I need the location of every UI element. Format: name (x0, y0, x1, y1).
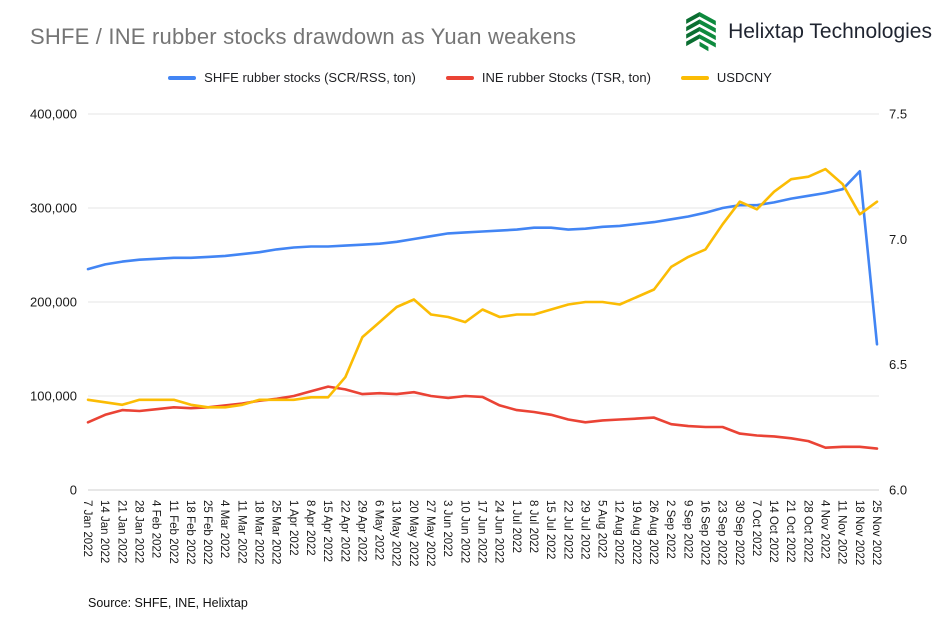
right-axis-tick-label: 6.5 (889, 357, 907, 372)
x-axis-label: 15 Jul 2022 (544, 500, 556, 559)
legend-label-2: USDCNY (716, 70, 772, 85)
x-axis-label: 23 Sep 2022 (716, 500, 728, 565)
legend-label-1: INE rubber Stocks (TSR, ton) (481, 70, 651, 85)
x-axis-label: 30 Sep 2022 (733, 500, 745, 565)
x-axis-label: 12 Aug 2022 (613, 500, 625, 565)
gridlines (88, 113, 879, 491)
x-axis-label: 25 Feb 2022 (201, 500, 213, 565)
x-axis-label: 26 Aug 2022 (647, 500, 659, 565)
x-axis-label: 11 Nov 2022 (836, 500, 848, 564)
x-axis-label: 4 Feb 2022 (150, 500, 162, 558)
x-axis-label: 22 Jul 2022 (561, 500, 573, 559)
x-axis-label: 2 Sep 2022 (664, 500, 676, 559)
legend-item-2: USDCNY (680, 70, 772, 85)
x-axis-label: 14 Oct 2022 (767, 500, 779, 563)
x-axis-label: 18 Feb 2022 (184, 500, 196, 565)
axis-labels: 0 100,000 200,000 300,000 400,000 6.0 6.5 7.0 7.… (30, 107, 907, 567)
x-axis-label: 20 May 2022 (407, 500, 419, 567)
brand-lockup: Helixtap Technologies (683, 12, 932, 52)
legend-marker-1 (445, 75, 474, 80)
legend-item-0: SHFE rubber stocks (SCR/RSS, ton) (168, 70, 416, 85)
x-axis-label: 4 Mar 2022 (218, 500, 230, 558)
right-axis-tick-label: 6.0 (889, 483, 907, 498)
left-axis-tick-label: 200,000 (30, 295, 77, 310)
x-axis-label: 19 Aug 2022 (630, 500, 642, 565)
right-axis-tick-label: 7.5 (889, 107, 907, 122)
x-axis-label: 7 Oct 2022 (750, 500, 762, 556)
x-axis-label: 5 Aug 2022 (596, 500, 608, 558)
x-axis-label: 3 Jun 2022 (441, 500, 453, 557)
x-axis-label: 25 Nov 2022 (870, 500, 882, 565)
x-axis-label: 29 Apr 2022 (355, 500, 367, 562)
x-axis-label: 18 Mar 2022 (253, 500, 265, 565)
brand-name: Helixtap Technologies (728, 20, 932, 43)
x-axis-label: 21 Jan 2022 (115, 500, 127, 563)
x-axis-label: 9 Sep 2022 (681, 500, 693, 559)
x-axis-label: 22 Apr 2022 (338, 500, 350, 562)
chart-legend: SHFE rubber stocks (SCR/RSS, ton) INE rub… (0, 70, 940, 85)
x-axis-label: 28 Oct 2022 (801, 500, 813, 563)
x-axis-label: 11 Feb 2022 (167, 500, 179, 564)
legend-marker-0 (168, 75, 197, 80)
x-axis-label: 28 Jan 2022 (132, 500, 144, 563)
x-axis-label: 11 Mar 2022 (235, 500, 247, 564)
x-axis-label: 13 May 2022 (390, 500, 402, 567)
left-axis-tick-label: 300,000 (30, 201, 77, 216)
x-axis-label: 25 Mar 2022 (270, 500, 282, 565)
helixtap-logo-icon (683, 12, 719, 52)
x-axis-label: 10 Jun 2022 (458, 500, 470, 563)
left-axis-tick-label: 100,000 (30, 389, 77, 404)
x-axis-label: 18 Nov 2022 (853, 500, 865, 565)
x-axis-label: 15 Apr 2022 (321, 500, 333, 562)
series-line-2 (86, 167, 879, 409)
x-axis-label: 14 Jan 2022 (98, 500, 110, 563)
x-axis-label: 6 May 2022 (373, 500, 385, 560)
chart-canvas: 0 100,000 200,000 300,000 400,000 6.0 6.5 7.0 7.… (30, 107, 907, 567)
x-axis-label: 27 May 2022 (424, 500, 436, 567)
x-axis-label: 4 Nov 2022 (819, 500, 831, 559)
x-axis-label: 24 Jun 2022 (493, 500, 505, 563)
x-axis-label: 1 Jul 2022 (510, 500, 522, 553)
x-axis-label: 16 Sep 2022 (698, 500, 710, 565)
legend-label-0: SHFE rubber stocks (SCR/RSS, ton) (204, 70, 416, 85)
chart-title: SHFE / INE rubber stocks drawdown as Yua… (30, 24, 577, 49)
legend-marker-2 (680, 75, 709, 80)
left-axis-tick-label: 400,000 (30, 107, 77, 122)
x-axis-label: 1 Apr 2022 (287, 500, 299, 556)
x-axis-label: 21 Oct 2022 (784, 500, 796, 563)
series-lines (86, 167, 879, 450)
series-line-0 (86, 170, 879, 346)
left-axis-tick-label: 0 (70, 483, 77, 498)
x-axis-label: 7 Jan 2022 (81, 500, 93, 557)
source-note: Source: SHFE, INE, Helixtap (88, 596, 248, 610)
right-axis-tick-label: 7.0 (889, 232, 907, 247)
legend-item-1: INE rubber Stocks (TSR, ton) (445, 70, 651, 85)
x-axis-label: 17 Jun 2022 (476, 500, 488, 563)
x-axis-label: 29 Jul 2022 (578, 500, 590, 559)
x-axis-label: 8 Jul 2022 (527, 500, 539, 553)
x-axis-label: 8 Apr 2022 (304, 500, 316, 556)
